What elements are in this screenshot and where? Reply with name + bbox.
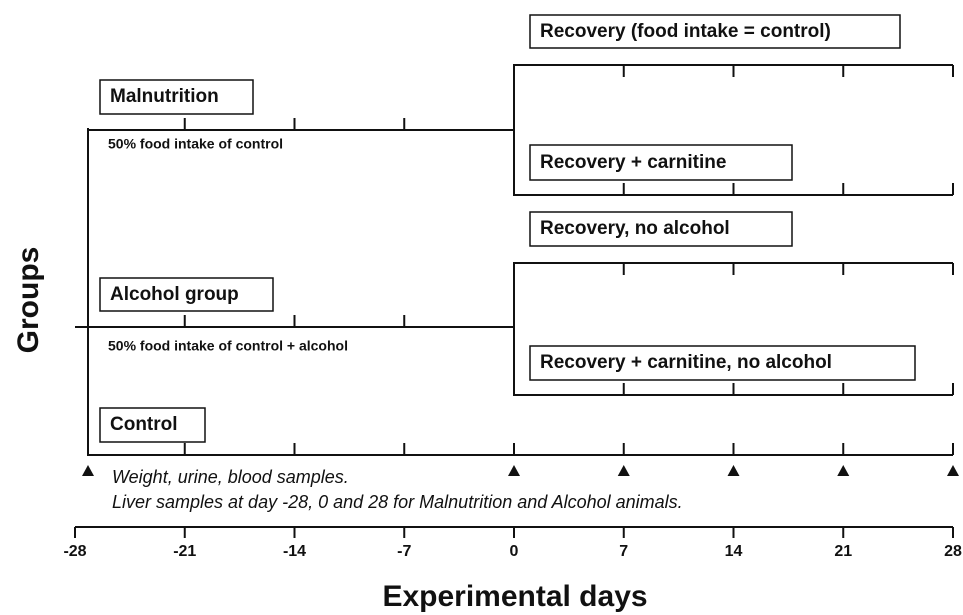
sample-marker [82, 465, 94, 476]
axis-title: Experimental days [382, 580, 647, 613]
sample-marker [727, 465, 740, 476]
recovery-box [529, 345, 916, 381]
alcohol-note: 50% food intake of control + alcohol [108, 338, 348, 354]
recovery-label: Recovery + carnitine, no alcohol [540, 352, 832, 373]
x-tick-label: 14 [725, 543, 743, 560]
x-tick-label: 21 [834, 543, 852, 560]
x-tick-label: -28 [63, 543, 86, 560]
samples-text: Weight, urine, blood samples. [112, 467, 349, 487]
recovery-box [529, 14, 901, 49]
control-box [99, 407, 206, 443]
malnutrition-note: 50% food intake of control [108, 136, 283, 152]
malnutrition-box [99, 79, 254, 115]
alcohol-box [99, 277, 274, 312]
x-tick-label: -7 [397, 543, 411, 560]
x-tick-label: 0 [510, 543, 519, 560]
recovery-label: Recovery, no alcohol [540, 218, 730, 239]
recovery-label: Recovery (food intake = control) [540, 21, 831, 42]
samples-text: Liver samples at day -28, 0 and 28 for M… [112, 492, 683, 512]
x-tick-label: 7 [619, 543, 628, 560]
x-tick-label: 28 [944, 543, 962, 560]
sample-marker [837, 465, 850, 476]
x-tick-label: -21 [173, 543, 196, 560]
malnutrition-label: Malnutrition [110, 86, 219, 107]
groups-label: Groups [12, 247, 45, 354]
recovery-box [529, 144, 793, 181]
control-label: Control [110, 414, 178, 435]
sample-marker [508, 465, 520, 476]
x-tick-label: -14 [283, 543, 306, 560]
recovery-label: Recovery + carnitine [540, 152, 726, 173]
alcohol-label: Alcohol group [110, 284, 239, 305]
recovery-box [529, 211, 793, 247]
sample-marker [947, 465, 959, 476]
sample-marker [617, 465, 630, 476]
